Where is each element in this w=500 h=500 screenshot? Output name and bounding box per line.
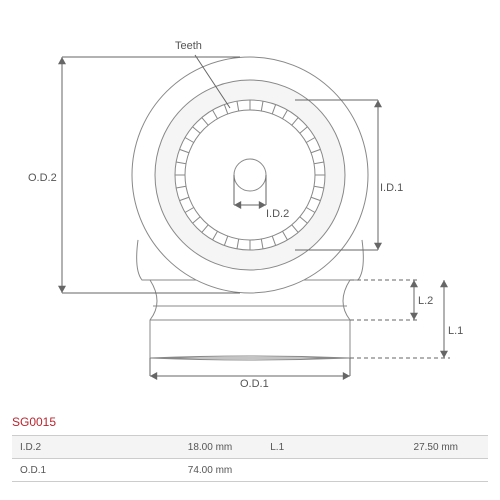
label-od1: O.D.1 xyxy=(240,378,269,390)
drawing-svg xyxy=(0,0,500,410)
label-l2: L.2 xyxy=(418,295,433,307)
table-row: O.D.1 74.00 mm xyxy=(12,459,488,482)
part-number: SG0015 xyxy=(12,415,56,429)
spec-value: 74.00 mm xyxy=(97,459,263,482)
spec-value xyxy=(322,459,488,482)
spec-key xyxy=(262,459,322,482)
spec-value: 18.00 mm xyxy=(97,436,263,459)
spec-value: 27.50 mm xyxy=(322,436,488,459)
technical-diagram: Teeth O.D.2 I.D.1 I.D.2 L.2 L.1 O.D.1 xyxy=(0,0,500,410)
label-teeth: Teeth xyxy=(175,40,202,52)
table-row: I.D.2 18.00 mm L.1 27.50 mm xyxy=(12,436,488,459)
spec-key: O.D.1 xyxy=(12,459,97,482)
spec-key: I.D.2 xyxy=(12,436,97,459)
spec-table: I.D.2 18.00 mm L.1 27.50 mm O.D.1 74.00 … xyxy=(12,435,488,482)
label-od2: O.D.2 xyxy=(28,172,57,184)
label-l1: L.1 xyxy=(448,325,463,337)
label-id1: I.D.1 xyxy=(380,182,403,194)
label-id2: I.D.2 xyxy=(266,208,289,220)
spec-key: L.1 xyxy=(262,436,322,459)
